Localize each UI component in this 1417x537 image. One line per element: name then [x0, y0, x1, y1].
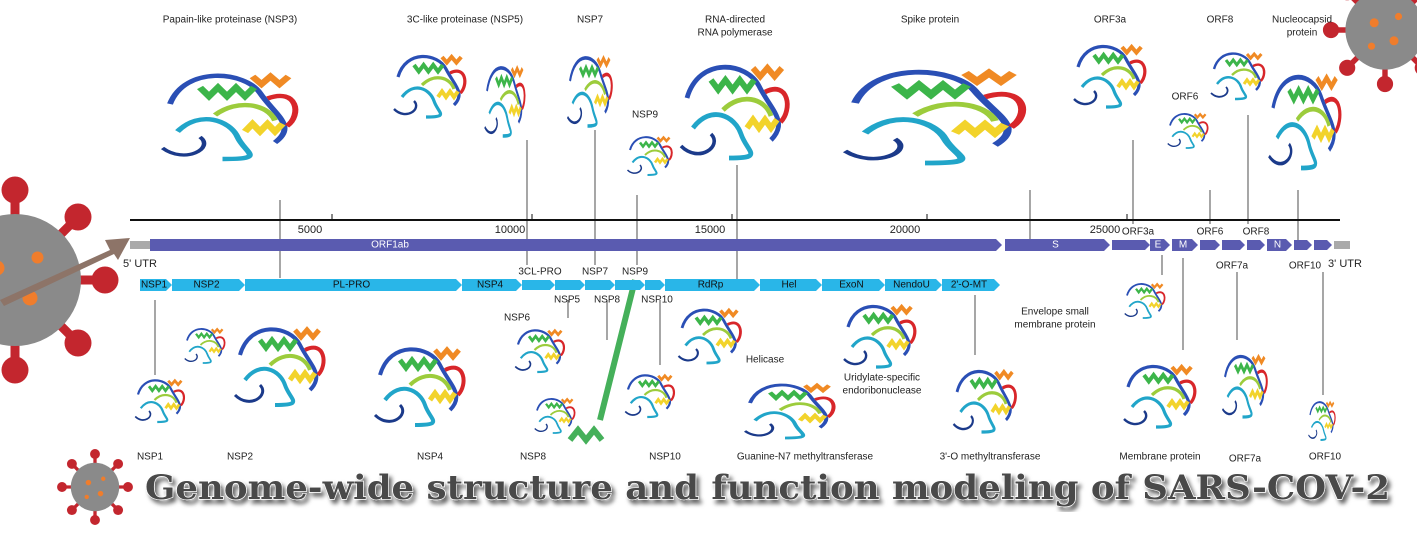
domain-bar	[522, 280, 665, 290]
structure-label: NSP7	[577, 15, 604, 26]
structure-label: NSP2	[227, 452, 254, 463]
structure-label: NSP4	[417, 452, 444, 463]
domain-mark-label: NSP6	[504, 313, 531, 324]
domain-label: 2'-O-MT	[951, 280, 987, 291]
structure-label: 3C-like proteinase (NSP5)	[407, 15, 523, 26]
structure-label: Helicase	[746, 355, 785, 366]
gene-mark-label: 3CL-PRO	[518, 267, 562, 278]
gene-mark-label: ORF3a	[1122, 227, 1155, 238]
gene-mark-label: NSP7	[582, 267, 609, 278]
domain-arrow	[760, 279, 822, 291]
domain-label: NSP4	[477, 280, 504, 291]
structure-label: ORF6	[1172, 92, 1199, 103]
gene-mark-label: NSP9	[622, 267, 649, 278]
structure-label: ORF8	[1207, 15, 1234, 26]
utr-label: 5' UTR	[123, 258, 157, 270]
gene-label: E	[1155, 240, 1162, 251]
domain-arrow	[665, 279, 760, 291]
gene-arrow	[1267, 239, 1292, 251]
gene-arrow	[150, 239, 1002, 251]
gene-mark-label: ORF10	[1289, 261, 1322, 272]
structure-label: NSP9	[632, 110, 659, 121]
structure-label: Uridylate-specific	[844, 373, 920, 384]
structure-label: Membrane protein	[1119, 452, 1200, 463]
gene-label: ORF1ab	[371, 240, 409, 251]
structure-label: NSP1	[137, 452, 164, 463]
structure-label: 3'-O methyltransferase	[940, 452, 1041, 463]
domain-label: Hel	[781, 280, 796, 291]
domain-mark-label: NSP10	[641, 295, 673, 306]
structure-label: protein	[1287, 28, 1318, 39]
domain-arrow	[140, 279, 172, 291]
gene-mark-label: ORF6	[1197, 227, 1224, 238]
axis-tick-label: 20000	[890, 224, 921, 236]
domain-arrow	[885, 279, 942, 291]
axis-tick-label: 25000	[1090, 224, 1121, 236]
domain-mark-label: NSP8	[594, 295, 621, 306]
domain-arrow	[462, 279, 522, 291]
gene-mark-label: ORF8	[1243, 227, 1270, 238]
gene-arrow	[1172, 239, 1198, 251]
structure-label: NSP10	[649, 452, 681, 463]
gene-label: S	[1052, 240, 1059, 251]
arrow	[0, 238, 130, 306]
domain-label: NSP2	[193, 280, 220, 291]
domain-label: RdRp	[698, 280, 724, 291]
structure-label: Spike protein	[901, 15, 959, 26]
structure-label: ORF3a	[1094, 15, 1127, 26]
structure-label: RNA-directed	[705, 15, 765, 26]
domain-label: NSP1	[141, 280, 168, 291]
virus-icon	[0, 177, 119, 384]
domain-label: PL-PRO	[333, 280, 370, 291]
structure-label: RNA polymerase	[697, 28, 772, 39]
structure-label: Envelope small	[1021, 307, 1089, 318]
domain-label: ExoN	[839, 280, 863, 291]
structure-label: ORF7a	[1229, 454, 1262, 465]
gene-arrow	[1005, 239, 1110, 251]
structures	[133, 46, 1340, 445]
gene-label: N	[1274, 240, 1281, 251]
structure-label: endoribonuclease	[843, 386, 922, 397]
domain-arrow	[822, 279, 885, 291]
genome-bar	[130, 240, 1350, 250]
structure-label: Guanine-N7 methyltransferase	[737, 452, 874, 463]
title: Genome-wide structure and function model…	[145, 468, 1390, 508]
gene-arrow	[1150, 239, 1170, 251]
structure-label: membrane protein	[1014, 320, 1095, 331]
domain-mark-label: NSP5	[554, 295, 581, 306]
domain-label: NendoU	[893, 280, 930, 291]
structure-label: Nucleocapsid	[1272, 15, 1332, 26]
gene-label: M	[1179, 240, 1187, 251]
structure-label: Papain-like proteinase (NSP3)	[163, 15, 298, 26]
axis-tick-label: 5000	[298, 224, 322, 236]
utr-label: 3' UTR	[1328, 258, 1362, 270]
gene-mark-label: ORF7a	[1216, 261, 1249, 272]
domain-arrow	[245, 279, 462, 291]
domain-arrow	[942, 279, 1000, 291]
structure-label: NSP8	[520, 452, 547, 463]
domain-arrow	[172, 279, 245, 291]
axis-tick-label: 10000	[495, 224, 526, 236]
structure-label: ORF10	[1309, 452, 1342, 463]
virus-icon	[55, 447, 135, 527]
axis-tick-label: 15000	[695, 224, 726, 236]
virus-icon	[1323, 0, 1417, 92]
